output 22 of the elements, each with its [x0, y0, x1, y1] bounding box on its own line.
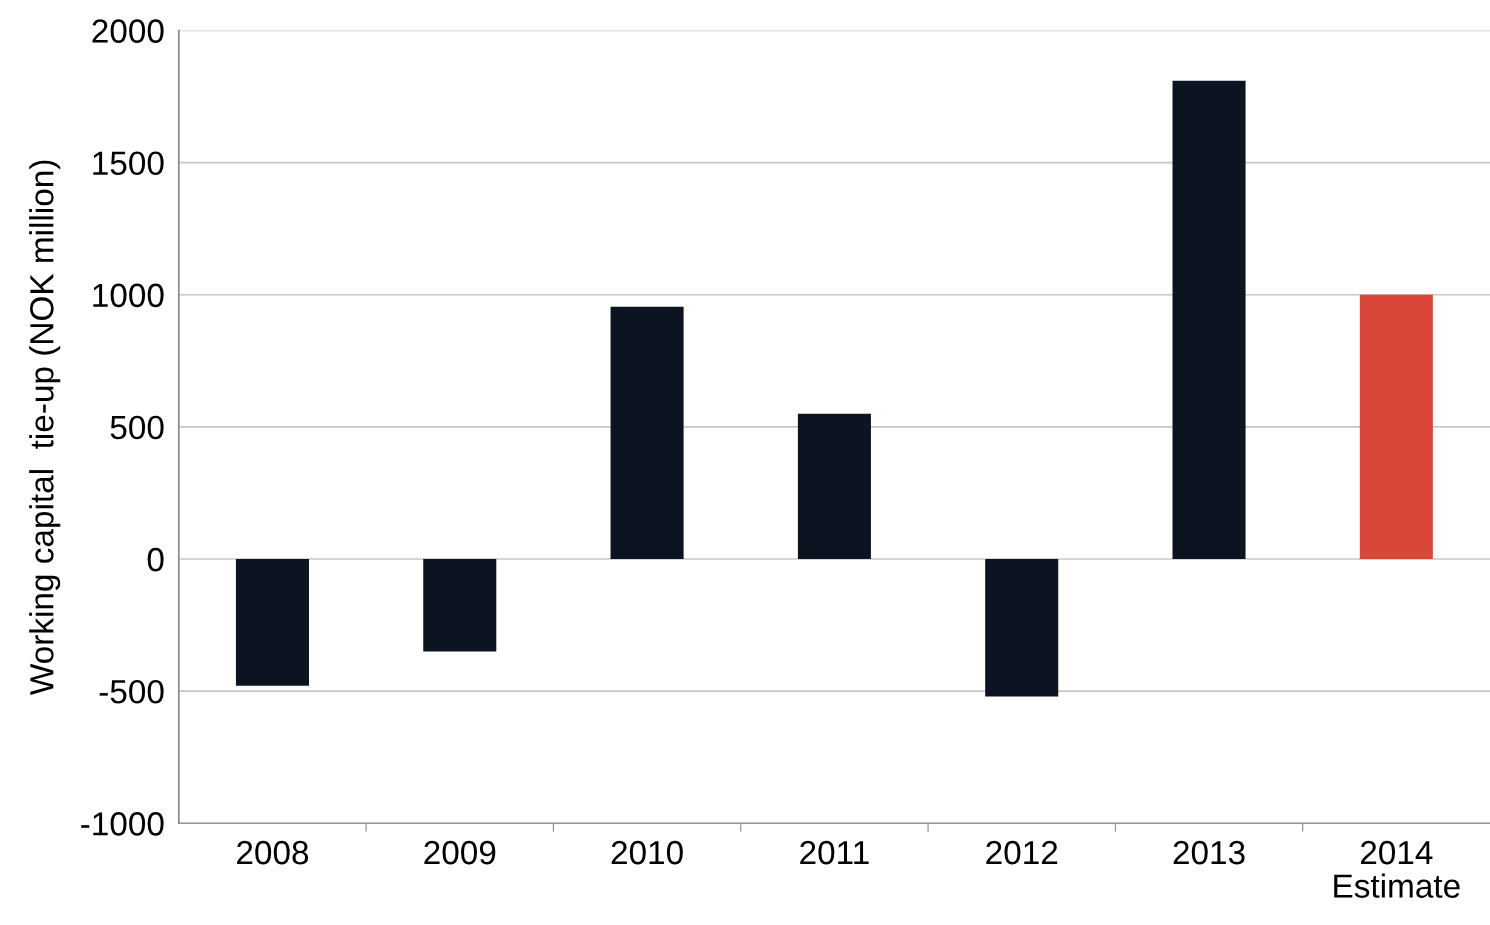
bar	[797, 413, 871, 560]
bar	[985, 559, 1059, 697]
bar	[610, 306, 684, 560]
y-axis-title: Working capital tie-up (NOK million)	[29, 160, 61, 696]
x-tick-label: 2013	[1173, 840, 1245, 865]
y-tick-label: 1000	[93, 283, 164, 308]
y-tick-label: 0	[147, 547, 164, 572]
y-tick-label: 1500	[93, 151, 164, 176]
bar	[1359, 294, 1433, 560]
x-tick-label: 2008	[237, 840, 309, 865]
bar	[235, 559, 309, 686]
x-tick-label: 2011	[800, 840, 869, 865]
x-tick-label: 2012	[986, 840, 1058, 865]
bar	[1172, 80, 1246, 560]
y-tick-label: 500	[110, 415, 164, 440]
x-tick-label: 2010	[611, 840, 683, 865]
bar	[423, 559, 497, 652]
y-tick-label: -500	[99, 679, 164, 704]
y-tick-label: -1000	[81, 812, 164, 836]
x-tick-label: 2014 Estimate	[1334, 840, 1460, 898]
x-tick-label: 2009	[424, 840, 496, 865]
y-tick-label: 2000	[92, 19, 164, 43]
